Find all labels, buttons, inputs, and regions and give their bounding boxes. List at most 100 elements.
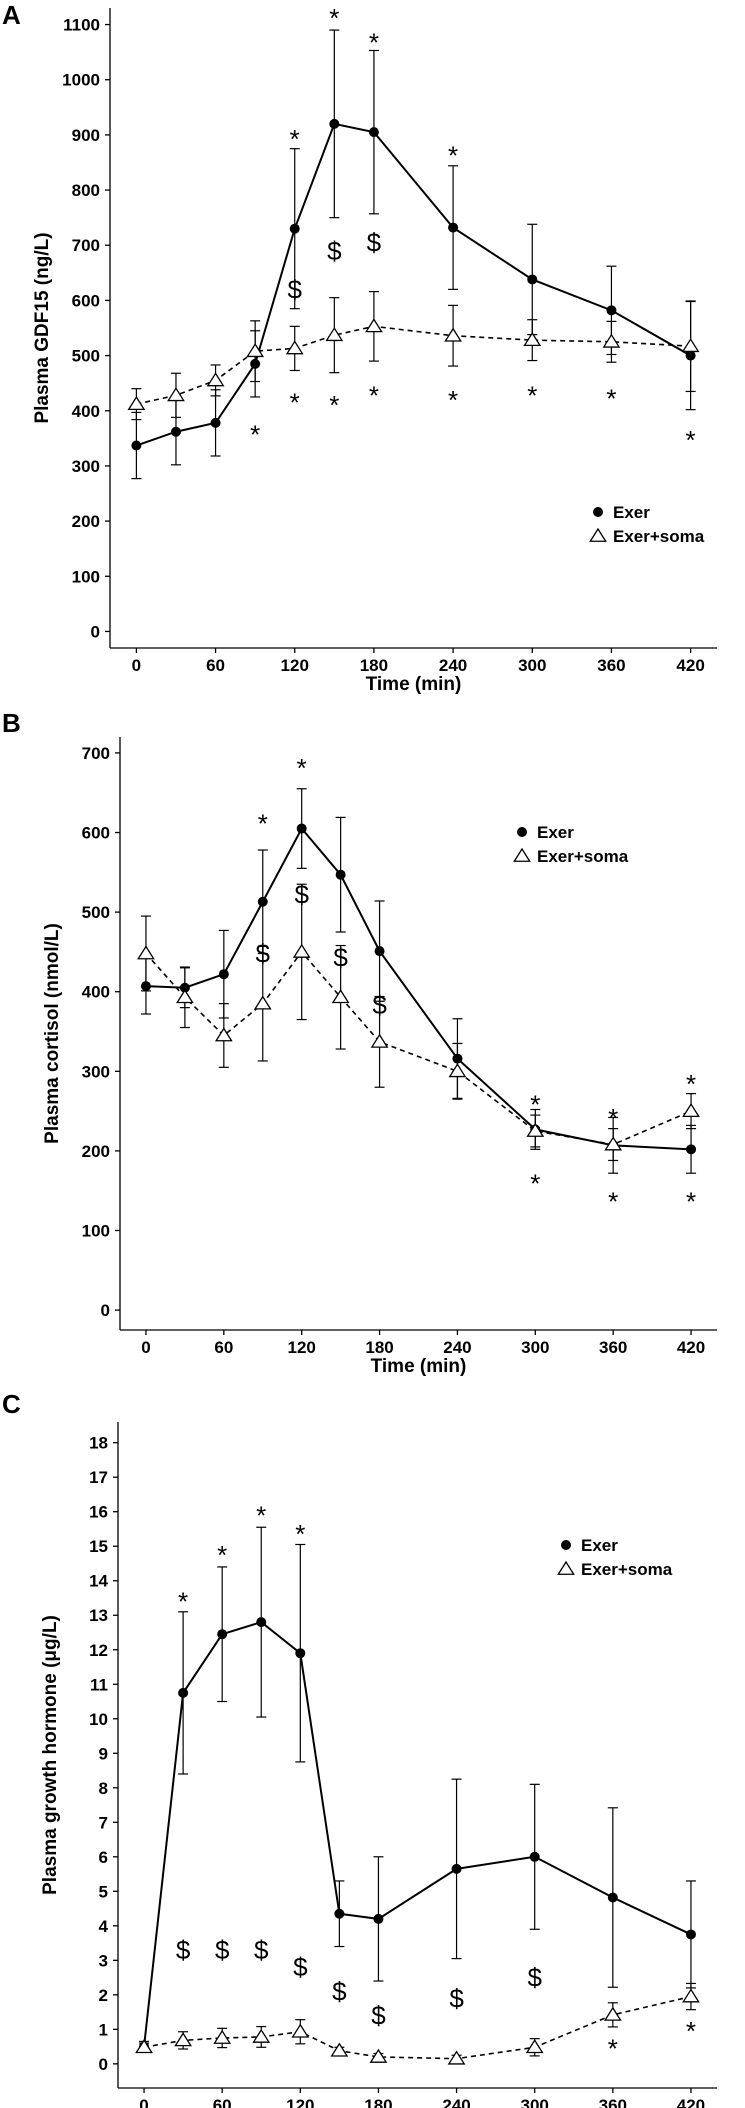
x-tick-label: 360	[599, 1338, 627, 1357]
x-tick-label: 300	[518, 656, 546, 675]
data-point-exer	[170, 426, 181, 437]
data-point-exer	[334, 1908, 345, 1919]
x-tick-label: 0	[139, 2096, 148, 2108]
data-point-exer	[451, 1863, 462, 1874]
significance-star: *	[258, 809, 268, 839]
data-point-exer	[295, 1648, 306, 1659]
data-point-exer-soma	[325, 326, 344, 342]
data-point-exer	[607, 1892, 618, 1903]
data-point-exer	[296, 823, 307, 834]
data-point-exer-soma	[176, 989, 194, 1004]
legend-label: Exer+soma	[613, 527, 705, 546]
x-axis-title: Time (min)	[371, 1356, 467, 1377]
significance-dollar: $	[176, 1935, 191, 1965]
significance-star: *	[686, 1187, 696, 1217]
data-point-exer-soma	[135, 2039, 153, 2054]
data-point-exer-soma	[526, 1122, 545, 1137]
data-point-exer-soma	[365, 318, 383, 333]
data-point-exer-soma	[682, 1102, 700, 1118]
data-point-exer-soma	[330, 2042, 349, 2057]
x-tick-label: 180	[364, 2096, 392, 2108]
legend-label: Exer+soma	[581, 1560, 673, 1579]
y-tick-label: 4	[99, 1917, 109, 1936]
x-tick-label: 420	[677, 2096, 705, 2108]
y-tick-label: 8	[99, 1779, 108, 1798]
data-point-exer	[131, 440, 142, 451]
data-point-exer	[218, 969, 229, 980]
significance-star: *	[530, 1090, 540, 1120]
legend-marker-exer	[561, 1540, 571, 1550]
y-axis-title: Plasma GDF15 (ng/L)	[32, 232, 53, 423]
data-point-exer-soma	[213, 2029, 232, 2044]
data-point-exer	[606, 305, 617, 316]
data-point-exer	[217, 1629, 228, 1640]
significance-dollar: $	[215, 1935, 230, 1965]
chart-panel-gdf15: 0 100 200 300 400 500 600 700 800 900 1000 1100 0 60 1…	[32, 3, 717, 695]
legend: Exer Exer+soma	[513, 823, 629, 866]
data-point-exer-soma	[252, 2028, 271, 2043]
significance-star: *	[606, 383, 616, 413]
panel-label-c: C	[2, 1389, 21, 1419]
data-point-exer	[373, 1913, 384, 1924]
significance-star: *	[290, 124, 300, 154]
y-tick-label: 0	[91, 622, 100, 641]
y-tick-label: 900	[72, 126, 100, 145]
y-tick-label: 500	[72, 347, 100, 366]
y-axis-title: Plasma cortisol (nmol/L)	[42, 923, 63, 1144]
y-tick-label: 11	[90, 1675, 108, 1694]
x-tick-label: 300	[521, 2096, 549, 2108]
y-tick-label: 13	[89, 1606, 108, 1625]
y-tick-label: 300	[82, 1062, 110, 1081]
x-axis-title: Time (min)	[366, 674, 462, 695]
data-point-exer-soma	[246, 342, 265, 358]
legend-label: Exer	[537, 823, 574, 842]
data-point-exer-soma	[681, 337, 700, 353]
y-tick-label: 600	[72, 291, 100, 310]
data-point-exer-soma	[603, 2006, 622, 2021]
chart-panel-cortisol: 0 100 200 300 400 500 600 700 0 60 120 180 240 300 360…	[42, 737, 717, 1377]
y-tick-label: 100	[82, 1222, 110, 1241]
significance-star: *	[608, 1103, 618, 1133]
legend-marker-exer-soma	[589, 527, 607, 542]
legend-marker-exer-soma	[513, 847, 531, 862]
significance-dollar: $	[256, 939, 271, 969]
significance-dollar: $	[371, 2001, 386, 2031]
series-line-exer	[143, 1621, 692, 2047]
y-tick-label: 800	[72, 181, 100, 200]
data-point-exer-soma	[292, 943, 311, 958]
x-tick-label: 120	[281, 656, 309, 675]
significance-dollar: $	[332, 1976, 347, 2006]
x-tick-label: 240	[442, 2096, 470, 2108]
x-tick-label: 360	[599, 2096, 627, 2108]
y-tick-label: 0	[101, 1301, 110, 1320]
x-tick-label: 420	[676, 656, 704, 675]
significance-star: *	[329, 3, 339, 33]
y-tick-label: 400	[82, 983, 110, 1002]
data-point-exer	[686, 1144, 697, 1155]
y-tick-label: 3	[99, 1951, 108, 1970]
legend-label: Exer	[581, 1536, 618, 1555]
y-tick-label: 100	[72, 567, 100, 586]
data-point-exer-soma	[253, 995, 272, 1010]
data-point-exer-soma	[447, 2050, 466, 2065]
y-tick-label: 18	[89, 1434, 108, 1453]
data-point-exer	[210, 417, 221, 428]
significance-star: *	[178, 1587, 188, 1617]
significance-dollar: $	[288, 274, 303, 304]
x-tick-label: 120	[286, 2096, 314, 2108]
series-line-exer-soma	[145, 950, 692, 1146]
significance-star: *	[217, 1540, 227, 1570]
data-point-exer-soma	[206, 372, 225, 387]
significance-star: *	[448, 385, 458, 415]
y-tick-label: 5	[99, 1882, 108, 1901]
data-point-exer	[368, 127, 379, 138]
data-point-exer	[335, 869, 346, 880]
significance-star: *	[608, 1187, 618, 1217]
y-tick-label: 400	[72, 402, 100, 421]
data-point-exer	[685, 1929, 696, 1940]
panel-label-b: B	[2, 708, 21, 738]
x-tick-label: 420	[677, 1338, 705, 1357]
data-point-exer-soma	[682, 1988, 700, 2003]
